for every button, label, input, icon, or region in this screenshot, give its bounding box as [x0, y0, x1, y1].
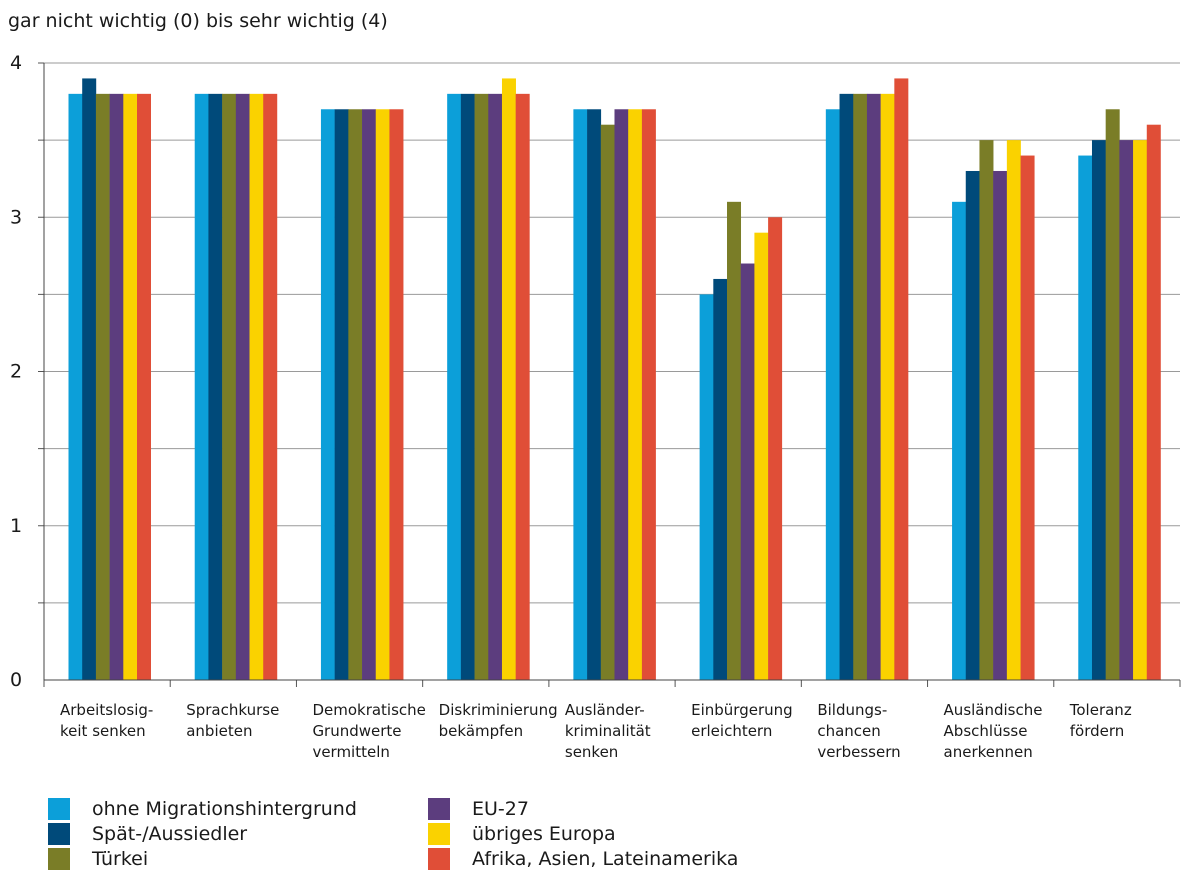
- bar: [768, 217, 783, 680]
- y-tick-label: 1: [10, 515, 22, 537]
- bar: [839, 93, 854, 681]
- bar: [123, 93, 138, 681]
- bar: [628, 109, 643, 680]
- x-tick-label: Ausländer-kriminalität senken: [565, 701, 651, 761]
- bar: [109, 93, 124, 681]
- x-tick-label: Ausländische Abschlüsse anerkennen: [944, 701, 1043, 761]
- legend-item: übriges Europa: [428, 821, 616, 847]
- bar: [573, 109, 588, 680]
- x-tick-label: Arbeitslosig-keit senken: [60, 701, 153, 740]
- bar: [727, 201, 742, 680]
- bar: [515, 93, 530, 681]
- legend-label: Spät-/Aussiedler: [92, 823, 248, 845]
- bar: [965, 170, 980, 681]
- bar: [95, 93, 110, 681]
- bar: [362, 109, 377, 680]
- bar: [474, 93, 489, 681]
- bar: [249, 93, 264, 681]
- y-tick-label: 4: [10, 52, 22, 74]
- bar: [993, 170, 1008, 681]
- bar: [1091, 140, 1106, 681]
- bar: [614, 109, 629, 680]
- y-tick-label: 0: [10, 669, 22, 691]
- legend: ohne Migrationshintergrund Spät-/Aussiedl…: [48, 796, 848, 880]
- legend-swatch: [48, 823, 70, 845]
- bar: [740, 263, 755, 680]
- legend-label: übriges Europa: [472, 823, 616, 845]
- x-tick-label: Diskriminierung bekämpfen: [439, 701, 558, 740]
- bar: [82, 78, 97, 681]
- bar: [235, 93, 250, 681]
- chart-plot: 0 1 2 3 4 Arbeitslosig-keit senken Sprachkurse…: [10, 52, 1181, 761]
- bar: [1105, 109, 1120, 680]
- bar: [389, 109, 404, 680]
- bar: [853, 93, 868, 681]
- bar: [334, 109, 349, 680]
- bar: [208, 93, 223, 681]
- bar: [979, 140, 994, 681]
- bar: [460, 93, 475, 681]
- legend-label: Türkei: [92, 848, 149, 870]
- bar: [713, 278, 728, 680]
- legend-label: Afrika, Asien, Lateinamerika: [472, 848, 739, 870]
- bar: [1119, 140, 1134, 681]
- legend-item: ohne Migrationshintergrund: [48, 796, 357, 822]
- bar: [952, 201, 967, 680]
- bar: [866, 93, 881, 681]
- bar: [348, 109, 363, 680]
- bar: [641, 109, 656, 680]
- x-tick-label: Toleranz fördern: [1069, 701, 1132, 740]
- bar: [825, 109, 840, 680]
- bar: [880, 93, 895, 681]
- bar: [1133, 140, 1148, 681]
- legend-swatch: [48, 798, 70, 820]
- bar: [1078, 155, 1093, 681]
- bar: [222, 93, 237, 681]
- y-tick-label: 2: [10, 361, 22, 383]
- x-tick-label: Sprachkurse anbieten: [186, 701, 279, 740]
- y-tick-label: 3: [10, 206, 22, 228]
- bar: [501, 78, 516, 681]
- bar: [194, 93, 209, 681]
- x-tick-label: Einbürgerung erleichtern: [691, 701, 793, 740]
- bar: [1006, 140, 1021, 681]
- bar: [137, 93, 151, 681]
- bar: [1146, 124, 1161, 680]
- bar: [488, 93, 503, 681]
- bar: [894, 78, 909, 681]
- bar: [600, 124, 615, 680]
- legend-swatch: [48, 848, 70, 870]
- legend-label: ohne Migrationshintergrund: [92, 798, 357, 820]
- bar: [375, 109, 390, 680]
- legend-item: Spät-/Aussiedler: [48, 821, 247, 847]
- legend-swatch: [428, 823, 450, 845]
- bar: [587, 109, 602, 680]
- bar: [699, 294, 714, 681]
- bar: [263, 93, 278, 681]
- bar: [447, 93, 462, 681]
- legend-swatch: [428, 848, 450, 870]
- x-tick-label: Bildungs-chancen verbessern: [817, 701, 900, 761]
- bar: [1020, 155, 1035, 681]
- legend-label: EU-27: [472, 798, 529, 820]
- bar: [68, 93, 83, 681]
- legend-item: Afrika, Asien, Lateinamerika: [428, 846, 738, 872]
- bar: [754, 232, 769, 680]
- legend-item: EU-27: [428, 796, 529, 822]
- chart-title: gar nicht wichtig (0) bis sehr wichtig (…: [8, 10, 388, 32]
- legend-item: Türkei: [48, 846, 148, 872]
- legend-swatch: [428, 798, 450, 820]
- x-tick-label: Demokratische Grundwerte vermitteln: [312, 701, 425, 761]
- bar: [320, 109, 335, 680]
